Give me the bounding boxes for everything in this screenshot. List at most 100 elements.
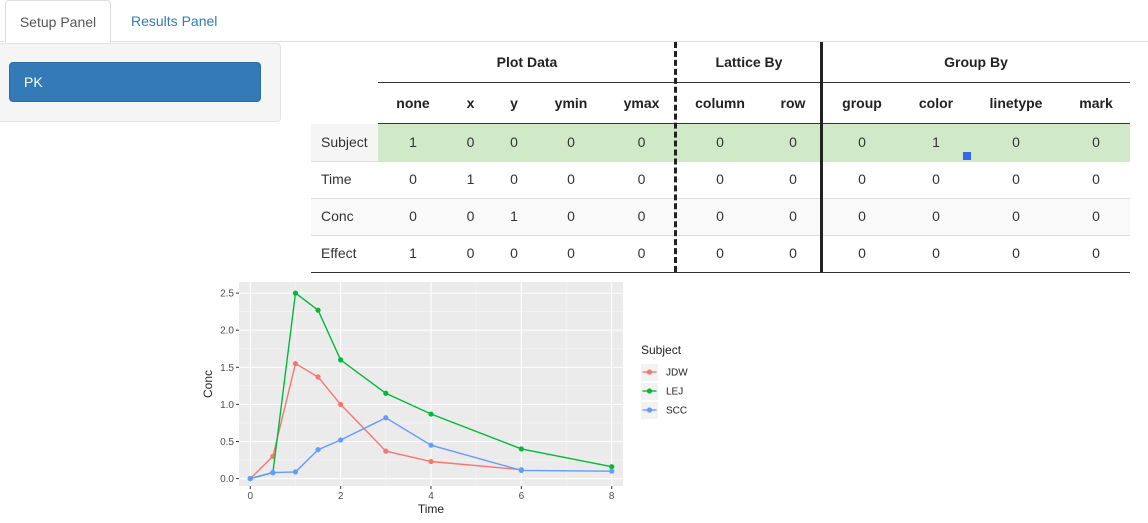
table-cell-color[interactable]: 0 xyxy=(932,245,940,261)
table-cell-group[interactable]: 0 xyxy=(858,245,866,261)
x-axis-title: Time xyxy=(418,502,445,516)
table-row: Conc 0 0 1 0 0 0 0 0 0 0 0 xyxy=(311,198,1130,235)
y-tick-label: 0.0 xyxy=(220,474,234,485)
table-cell-y[interactable]: 1 xyxy=(510,208,518,224)
table-cell-mark[interactable]: 0 xyxy=(1092,171,1100,187)
table-cell-linetype[interactable]: 0 xyxy=(1012,208,1020,224)
table-cell-ymax[interactable]: 0 xyxy=(637,134,646,150)
column-header-row: row xyxy=(780,95,806,111)
data-point-scc xyxy=(292,469,299,475)
table-cell-ymax[interactable]: 0 xyxy=(637,208,646,224)
data-point-lej xyxy=(609,464,615,470)
table-cell-column[interactable]: 0 xyxy=(716,171,724,187)
table-cell-x[interactable]: 0 xyxy=(466,245,475,261)
table-cell-linetype[interactable]: 0 xyxy=(1012,134,1020,150)
data-point-scc xyxy=(315,447,321,453)
conc-time-plot: 0 2 4 6 8 0.0 0.5 1.0 1.5 2.0 2.5 Time Conc Subject JD… xyxy=(196,276,696,520)
table-row: Effect 1 0 0 0 0 0 0 0 0 0 0 xyxy=(311,235,1130,272)
table-cell-none[interactable]: 0 xyxy=(409,171,417,187)
data-point-lej xyxy=(315,307,321,313)
pk-button[interactable]: PK xyxy=(9,62,261,102)
cell-selection-marker[interactable] xyxy=(963,152,971,160)
column-header-none: none xyxy=(396,95,430,111)
table-cell-ymin[interactable]: 0 xyxy=(567,134,575,150)
table-cell-mark[interactable]: 0 xyxy=(1092,245,1100,261)
table-cell-x[interactable]: 1 xyxy=(466,171,475,187)
table-row: Time 0 1 0 0 0 0 0 0 0 0 0 xyxy=(311,161,1130,198)
x-tick-label: 2 xyxy=(338,491,344,502)
table-cell-none[interactable]: 1 xyxy=(409,134,417,150)
table-cell-column[interactable]: 0 xyxy=(716,245,724,261)
table-cell-column[interactable]: 0 xyxy=(716,134,724,150)
legend-key-point xyxy=(646,407,653,413)
table-cell-linetype[interactable]: 0 xyxy=(1012,245,1020,261)
y-tick-label: 1.0 xyxy=(220,400,234,411)
table-cell-ymin[interactable]: 0 xyxy=(567,208,575,224)
column-header-y: y xyxy=(510,95,518,111)
row-label: Conc xyxy=(321,208,354,224)
table-cell-row[interactable]: 0 xyxy=(789,134,797,150)
legend-key-point xyxy=(646,369,653,375)
table-cell-mark[interactable]: 0 xyxy=(1092,134,1100,150)
column-header-column: column xyxy=(695,95,745,111)
tab-results-panel[interactable]: Results Panel xyxy=(131,13,218,29)
legend-title: Subject xyxy=(641,343,682,357)
table-cell-group[interactable]: 0 xyxy=(858,208,866,224)
data-point-scc xyxy=(338,437,344,443)
chart-svg: 0 2 4 6 8 0.0 0.5 1.0 1.5 2.0 2.5 Time Conc Subject JD… xyxy=(201,282,688,516)
table-row: Subject 1 0 0 0 0 0 0 0 1 0 0 xyxy=(311,124,1130,161)
legend-label-scc: SCC xyxy=(666,406,687,417)
table-cell-row[interactable]: 0 xyxy=(789,208,797,224)
table-cell-row[interactable]: 0 xyxy=(789,171,797,187)
y-tick-label: 0.5 xyxy=(220,437,234,448)
row-divider xyxy=(311,161,1130,162)
table-cell-ymax[interactable]: 0 xyxy=(637,171,646,187)
table-cell-column[interactable]: 0 xyxy=(716,208,724,224)
table-cell-y[interactable]: 0 xyxy=(510,171,518,187)
group-header-group-by: Group By xyxy=(944,54,1008,70)
table-cell-x[interactable]: 0 xyxy=(466,134,475,150)
data-point-jdw xyxy=(338,401,344,407)
table-cell-none[interactable]: 0 xyxy=(409,208,417,224)
table-cell-row[interactable]: 0 xyxy=(789,245,797,261)
table-cell-linetype[interactable]: 0 xyxy=(1012,171,1020,187)
table-cell-group[interactable]: 0 xyxy=(858,134,866,150)
table-cell-y[interactable]: 0 xyxy=(510,134,518,150)
table-cell-ymax[interactable]: 0 xyxy=(637,245,646,261)
row-label: Effect xyxy=(321,245,357,261)
y-tick-label: 2.0 xyxy=(220,326,234,337)
row-divider xyxy=(311,235,1130,236)
data-point-jdw xyxy=(383,448,389,454)
x-tick-label: 8 xyxy=(609,491,615,502)
table-cell-color[interactable]: 0 xyxy=(932,208,940,224)
table-cell-ymin[interactable]: 0 xyxy=(567,171,575,187)
y-tick-label: 2.5 xyxy=(220,289,234,300)
table-cell-none[interactable]: 1 xyxy=(409,245,417,261)
group-header-plot-data: Plot Data xyxy=(496,54,558,70)
column-header-group: group xyxy=(842,95,882,111)
table-cell-x[interactable]: 0 xyxy=(466,208,475,224)
table-cell-color[interactable]: 1 xyxy=(932,134,940,150)
data-point-lej xyxy=(428,411,434,417)
table-cell-color[interactable]: 0 xyxy=(932,171,940,187)
x-tick-label: 4 xyxy=(428,491,434,502)
row-label: Time xyxy=(321,171,352,187)
data-point-scc xyxy=(270,470,276,476)
table-cell-group[interactable]: 0 xyxy=(858,171,866,187)
table-cell-ymin[interactable]: 0 xyxy=(567,245,575,261)
data-point-scc xyxy=(247,475,253,482)
table-bottom-border xyxy=(311,272,1130,273)
data-point-lej xyxy=(518,446,524,452)
lattice-by-separator xyxy=(820,42,823,272)
table-cell-y[interactable]: 0 xyxy=(510,245,518,261)
tab-setup-panel[interactable]: Setup Panel xyxy=(5,0,111,43)
data-point-jdw xyxy=(428,458,434,465)
data-point-jdw xyxy=(292,361,299,367)
data-point-scc xyxy=(383,415,389,421)
column-header-ymin: ymin xyxy=(554,95,588,111)
table-cell-mark[interactable]: 0 xyxy=(1092,208,1100,224)
legend-label-lej: LEJ xyxy=(666,387,683,398)
group-header-divider xyxy=(378,82,1130,83)
legend-key-point xyxy=(646,388,653,394)
column-header-ymax: ymax xyxy=(623,95,660,111)
